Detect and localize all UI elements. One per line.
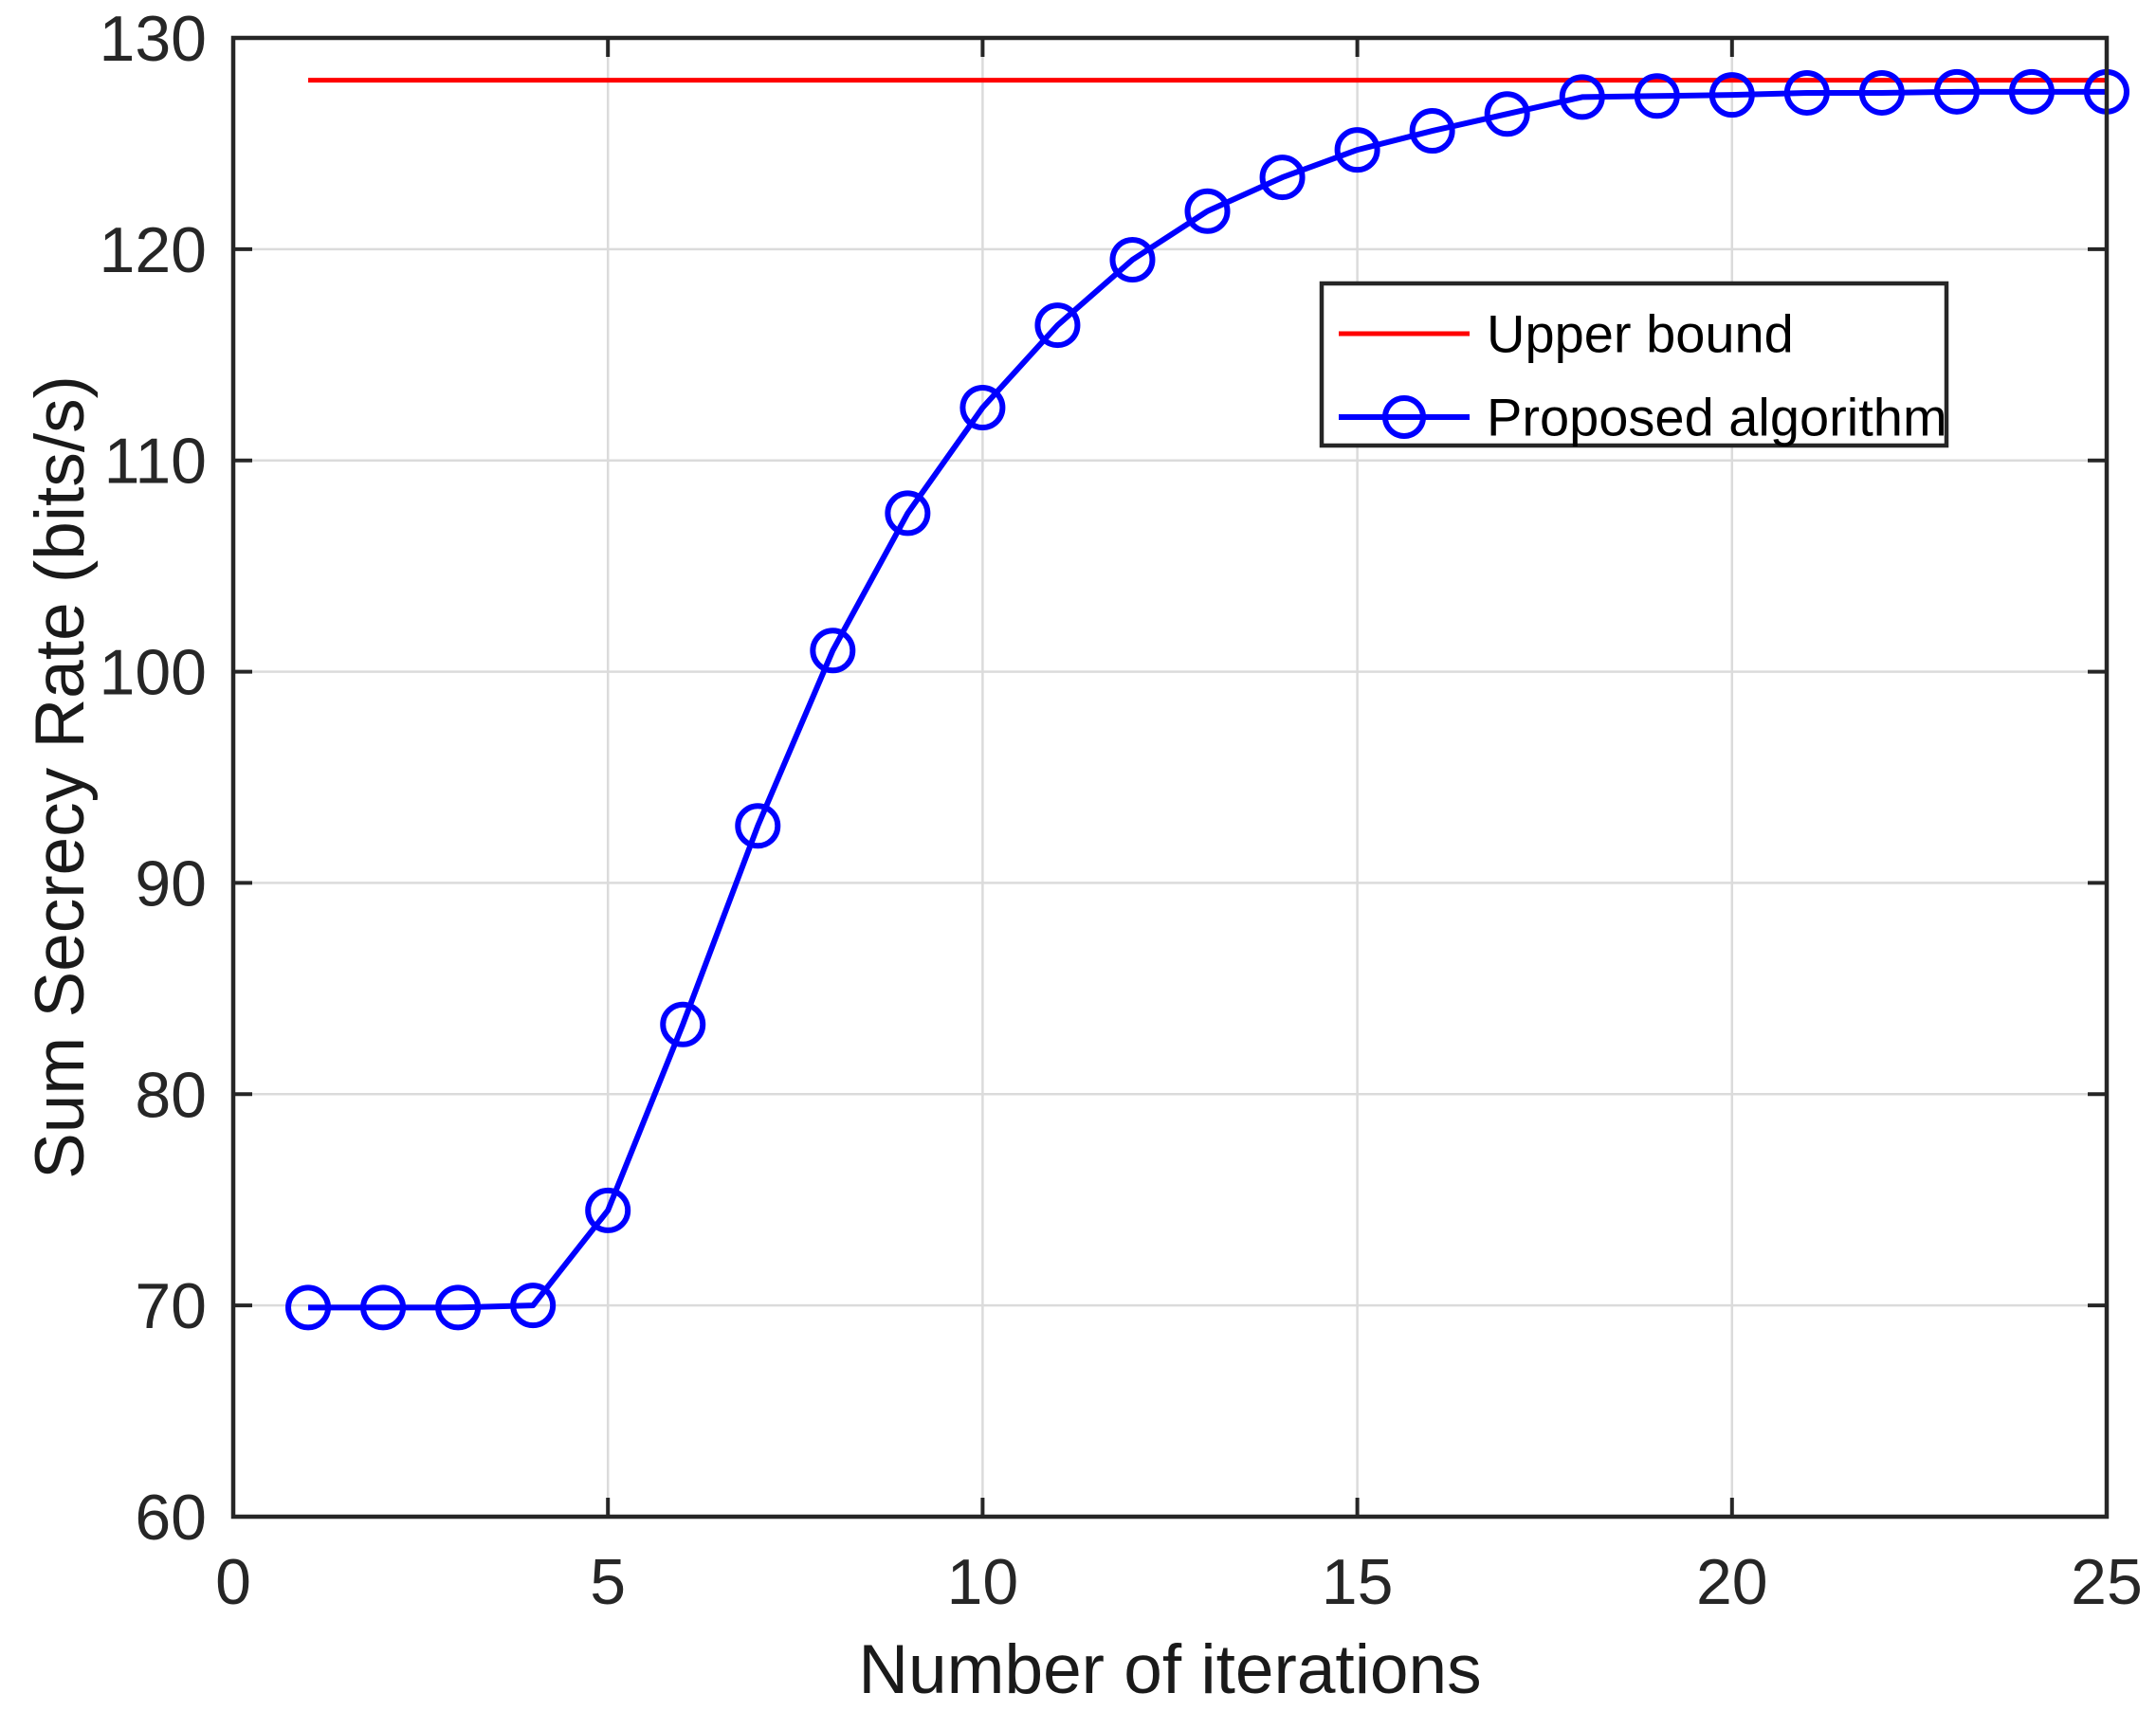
- y-axis-label: Sum Secrecy Rate (bits/s): [22, 375, 99, 1179]
- data-point-marker: [735, 803, 781, 849]
- legend: Upper bound Proposed algorithm: [1319, 281, 1949, 448]
- data-point-marker: [1559, 74, 1605, 120]
- y-tick-labels: 60 70 80 90 100 110 120 130: [100, 3, 207, 1554]
- data-point-marker: [660, 1001, 706, 1047]
- plot-border: [230, 35, 2110, 1520]
- y-tick-label: 130: [100, 3, 207, 75]
- data-point-marker: [1109, 237, 1156, 282]
- data-point-marker: [1259, 155, 1306, 201]
- data-point-marker: [1783, 69, 1830, 116]
- data-point-marker: [1708, 72, 1755, 118]
- data-point-marker: [1484, 91, 1530, 137]
- x-tick-label: 5: [590, 1546, 626, 1618]
- x-tick-label: 25: [2071, 1546, 2143, 1618]
- data-point-marker: [1933, 68, 1980, 115]
- data-point-marker: [510, 1283, 557, 1329]
- y-tick-label: 100: [100, 637, 207, 709]
- data-point-marker: [1334, 127, 1380, 173]
- y-tick-label: 60: [135, 1482, 207, 1554]
- data-point-marker: [585, 1187, 631, 1233]
- y-tick-label: 80: [135, 1059, 207, 1131]
- data-point-marker: [1634, 73, 1680, 119]
- y-tick-label: 90: [135, 847, 207, 919]
- data-point-marker: [360, 1284, 407, 1331]
- data-point-marker: [1858, 69, 1905, 116]
- legend-upper-bound-label: Upper bound: [1487, 304, 1794, 364]
- data-point-marker: [1409, 108, 1455, 155]
- y-tick-label: 120: [100, 214, 207, 286]
- data-point-marker: [285, 1284, 332, 1331]
- x-tick-label: 0: [215, 1546, 251, 1618]
- data-point-marker: [1034, 302, 1081, 349]
- series-proposed-algorithm: [285, 68, 2129, 1331]
- legend-proposed-marker-circle: [1382, 395, 1426, 439]
- data-point-marker: [2008, 68, 2055, 115]
- legend-proposed-label: Proposed algorithm: [1487, 388, 1947, 447]
- x-axis-label: Number of iterations: [858, 1631, 1481, 1708]
- x-tick-label: 15: [1322, 1546, 1394, 1618]
- x-tick-label: 20: [1696, 1546, 1768, 1618]
- data-point-marker: [1184, 188, 1231, 234]
- y-tick-label: 110: [104, 426, 207, 498]
- x-tick-label: 10: [947, 1546, 1019, 1618]
- y-tick-label: 70: [135, 1270, 207, 1342]
- tick-marks: [231, 36, 2109, 1519]
- data-point-marker: [810, 628, 856, 674]
- data-point-marker: [885, 490, 931, 537]
- data-point-marker: [959, 385, 1006, 430]
- data-point-marker: [435, 1284, 482, 1331]
- x-tick-labels: 0 5 10 15 20 25: [215, 1546, 2143, 1618]
